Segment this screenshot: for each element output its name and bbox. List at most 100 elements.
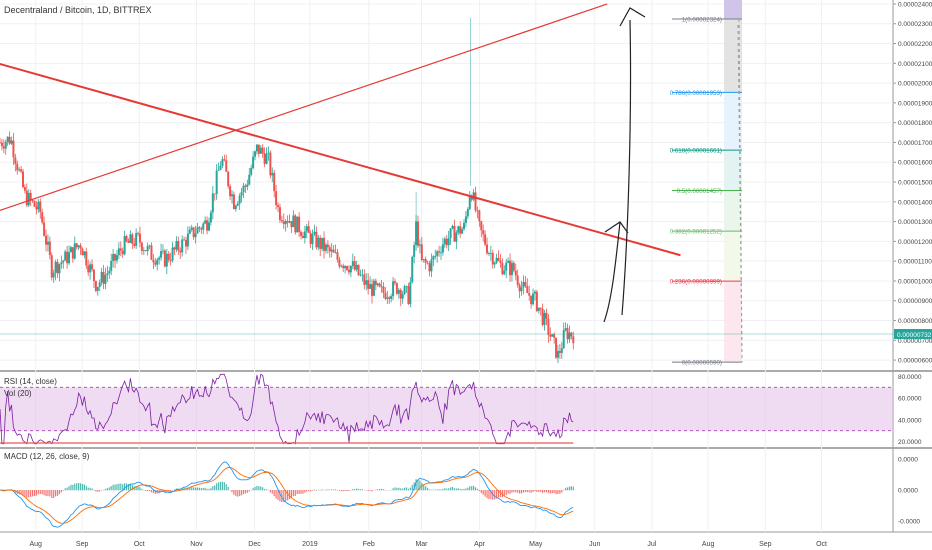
macd-histogram-bar [561,490,563,493]
macd-histogram-bar [298,490,300,494]
candle-body [77,245,80,248]
rsi-tick-label: 60.0000 [898,396,922,403]
macd-histogram-bar [440,489,442,491]
candle-body [184,239,187,247]
rsi-tick-label: 80.0000 [898,374,922,381]
macd-histogram-bar [331,489,333,491]
candle-body [85,251,88,266]
candle-body [169,260,172,261]
fib-zone [724,281,742,363]
macd-histogram-bar [246,490,248,493]
macd-histogram-bar [51,490,53,499]
arrow-head [619,7,646,27]
price-tick-label: 0.00002300 [898,21,932,28]
candle-body [10,140,13,144]
candle-body [480,221,483,231]
candle-body [486,244,489,254]
candle-body [296,216,299,233]
macd-histogram-bar [104,488,107,491]
candle-body [298,216,301,233]
candle-body [487,253,490,254]
candle-body [390,296,393,299]
candle-body [58,264,61,274]
price-tick-label: 0.00001000 [898,278,932,285]
macd-histogram-bar [72,484,74,491]
macd-histogram-bar [210,488,212,491]
fib-zone [724,150,742,191]
candle-body [0,142,3,147]
candle-body [244,185,247,187]
candle-body [209,212,212,223]
macd-histogram-bar [244,490,247,494]
candle-body [280,219,283,222]
candle-body [340,265,343,267]
rsi-tick-label: 40.0000 [898,417,922,424]
price-tick-label: 0.00000700 [898,338,932,345]
candle-body [119,248,122,251]
macd-histogram-bar [131,485,133,491]
macd-histogram-bar [369,490,371,491]
candlestick-series [0,17,575,364]
macd-histogram-bar [405,487,408,491]
macd-histogram-bar [24,490,26,497]
macd-histogram-bar [264,489,266,491]
macd-histogram-bar [348,490,350,492]
trendline [0,62,681,257]
macd-histogram-bar [522,490,525,493]
macd-pane: 0.0000 0.0000 -0.0000 [0,456,920,528]
price-tick-label: 0.00001200 [898,239,932,246]
macd-histogram-bar [294,490,296,496]
macd-histogram-bar [513,490,515,493]
macd-histogram-bar [193,487,195,491]
macd-histogram-bar [137,486,139,491]
candle-body [125,236,128,241]
macd-histogram-bar [474,487,477,491]
macd-histogram-bar [240,490,243,496]
macd-histogram-bar [89,487,91,491]
macd-histogram-bar [457,488,459,491]
macd-histogram-bar [415,479,417,491]
macd-histogram-bar [225,484,227,491]
candle-body [416,221,419,246]
candle-body [528,293,531,296]
candle-body [518,284,521,292]
candle-body [466,209,469,217]
macd-histogram-bar [469,486,471,491]
macd-histogram-bar [147,490,149,492]
macd-histogram-bar [379,489,381,491]
macd-histogram-bar [160,490,162,493]
macd-histogram-bar [321,489,323,491]
time-tick-label: Sep [759,541,772,548]
fib-level-label: 0(0.00000590) [682,360,722,367]
candle-body [2,146,5,149]
macd-histogram-bar [308,490,310,491]
candle-body [305,226,308,232]
projection-arrow-long [621,19,632,316]
candle-body [328,247,331,252]
candle-body [570,332,573,337]
macd-histogram-bar [465,488,467,491]
macd-histogram-bar [333,489,335,491]
macd-histogram-bar [354,489,356,491]
candle-body [330,249,333,252]
candle-body [248,174,251,185]
macd-histogram-bar [260,486,262,491]
time-tick-label: Apr [474,541,486,548]
fib-zone [724,231,742,282]
candle-body [194,233,197,238]
candle-body [154,262,157,265]
candle-body [75,243,78,248]
macd-histogram-bar [377,489,379,491]
candle-body [167,253,170,261]
macd-histogram-bar [66,487,68,491]
macd-histogram-bar [196,487,199,491]
macd-histogram-bar [62,490,64,491]
macd-histogram-bar [310,490,312,492]
candle-body [223,159,226,161]
macd-histogram-bar [277,490,279,500]
candle-body [530,295,533,305]
candle-body [562,330,565,349]
fib-zone [724,92,742,151]
candle-body [338,259,341,267]
macd-histogram-bar [79,483,82,491]
